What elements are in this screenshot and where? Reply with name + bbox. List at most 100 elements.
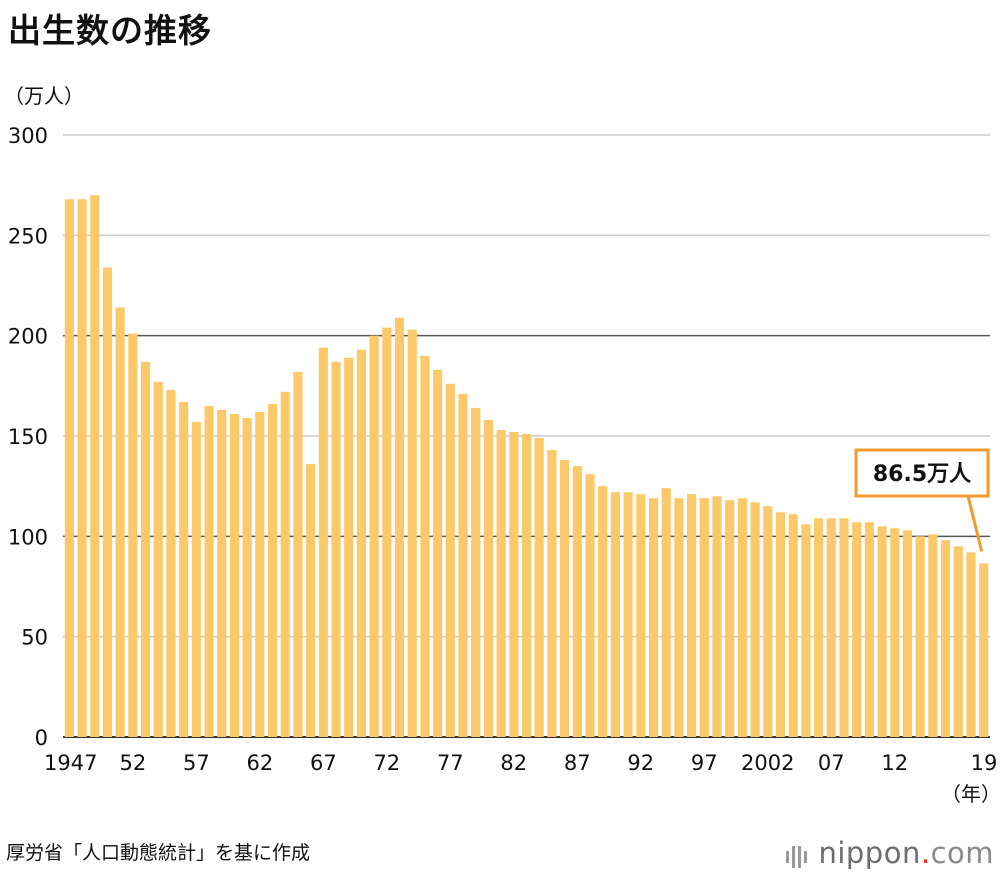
bar bbox=[585, 474, 595, 737]
bar bbox=[890, 528, 900, 737]
y-tick-label: 100 bbox=[8, 525, 48, 549]
bar bbox=[737, 498, 747, 737]
y-tick-label: 200 bbox=[8, 325, 48, 349]
bar bbox=[877, 526, 887, 737]
y-tick-label: 250 bbox=[8, 224, 48, 248]
bar bbox=[306, 464, 316, 737]
bar bbox=[750, 502, 760, 737]
bar bbox=[572, 466, 582, 737]
bar bbox=[813, 518, 824, 737]
x-tick-label: 1947 bbox=[44, 751, 97, 775]
y-tick-label: 150 bbox=[8, 425, 48, 449]
bar bbox=[699, 498, 709, 737]
bar bbox=[382, 327, 392, 737]
bar bbox=[598, 486, 608, 737]
x-tick-label: 62 bbox=[246, 751, 273, 775]
x-axis-tick-labels: 1947 52 57 62 67 72 77 82 87 92 97 2002 07 12 19 bbox=[44, 751, 997, 775]
bar bbox=[636, 494, 646, 737]
bar bbox=[560, 460, 570, 737]
logo-name: nippon bbox=[818, 836, 921, 870]
bar bbox=[331, 361, 341, 737]
bar bbox=[166, 389, 176, 737]
bar bbox=[775, 512, 786, 737]
bar-series bbox=[64, 195, 989, 738]
bar bbox=[496, 429, 506, 737]
bar bbox=[674, 498, 684, 737]
bar bbox=[534, 438, 544, 737]
bar bbox=[128, 333, 138, 737]
bar bbox=[864, 522, 874, 737]
bar bbox=[280, 391, 290, 737]
bar bbox=[242, 417, 252, 737]
y-tick-label: 50 bbox=[21, 626, 48, 650]
bar bbox=[445, 383, 455, 737]
bar bbox=[394, 317, 405, 737]
x-tick-label: 87 bbox=[564, 751, 591, 775]
bar bbox=[318, 347, 328, 737]
bar bbox=[966, 552, 976, 737]
bar bbox=[420, 355, 430, 737]
x-tick-label: 07 bbox=[818, 751, 845, 775]
bar bbox=[725, 500, 735, 737]
callout-label: 86.5万人 bbox=[873, 462, 971, 487]
bar bbox=[293, 371, 303, 737]
bar bbox=[433, 369, 443, 737]
bar bbox=[902, 530, 913, 737]
logo-mark-icon bbox=[786, 838, 810, 872]
bar bbox=[661, 488, 671, 737]
x-axis-unit-label: （年） bbox=[941, 782, 1000, 806]
y-tick-label: 0 bbox=[35, 726, 48, 750]
bar bbox=[102, 267, 113, 737]
site-logo: nippon.com bbox=[786, 836, 994, 872]
bar bbox=[547, 450, 557, 737]
bar bbox=[140, 361, 151, 737]
bar bbox=[928, 534, 938, 737]
bar bbox=[979, 563, 989, 737]
bar bbox=[839, 518, 849, 737]
bar bbox=[763, 506, 773, 737]
x-tick-label: 92 bbox=[627, 751, 654, 775]
callout-pointer bbox=[966, 495, 984, 552]
x-tick-label: 2002 bbox=[741, 751, 794, 775]
bar bbox=[153, 381, 163, 737]
bar bbox=[267, 403, 278, 737]
bar bbox=[64, 199, 74, 738]
bar bbox=[217, 409, 227, 737]
x-tick-label: 52 bbox=[119, 751, 146, 775]
bar bbox=[204, 405, 214, 737]
bar bbox=[623, 492, 633, 737]
x-tick-label: 97 bbox=[691, 751, 718, 775]
x-tick-label: 82 bbox=[500, 751, 527, 775]
latest-value-callout: 86.5万人 bbox=[854, 448, 990, 552]
bar bbox=[801, 524, 811, 737]
x-tick-label: 57 bbox=[183, 751, 210, 775]
x-tick-label: 72 bbox=[373, 751, 400, 775]
bar bbox=[953, 546, 963, 737]
bar bbox=[407, 329, 417, 737]
logo-dot: . bbox=[920, 836, 931, 870]
x-tick-label: 77 bbox=[437, 751, 464, 775]
callout-box bbox=[854, 448, 990, 498]
bar bbox=[826, 518, 836, 737]
bar bbox=[648, 498, 659, 737]
x-tick-label: 19 bbox=[971, 751, 998, 775]
bar bbox=[179, 401, 189, 737]
bar bbox=[940, 540, 951, 737]
bar bbox=[915, 536, 925, 737]
bar bbox=[344, 357, 354, 737]
bar bbox=[356, 349, 366, 737]
chart-title: 出生数の推移 bbox=[8, 11, 212, 50]
bar bbox=[229, 413, 240, 737]
bar bbox=[255, 411, 265, 737]
bar bbox=[687, 494, 697, 737]
bar bbox=[852, 522, 862, 737]
y-tick-label: 300 bbox=[8, 124, 48, 148]
source-note: 厚労省「人口動態統計」を基に作成 bbox=[6, 842, 311, 864]
bar bbox=[369, 335, 379, 737]
y-axis-tick-labels: 0 50 100 150 200 250 300 bbox=[8, 124, 48, 750]
bar bbox=[521, 433, 532, 737]
bar bbox=[712, 496, 722, 737]
x-tick-label: 12 bbox=[881, 751, 908, 775]
bar bbox=[77, 199, 87, 738]
bar bbox=[610, 492, 620, 737]
